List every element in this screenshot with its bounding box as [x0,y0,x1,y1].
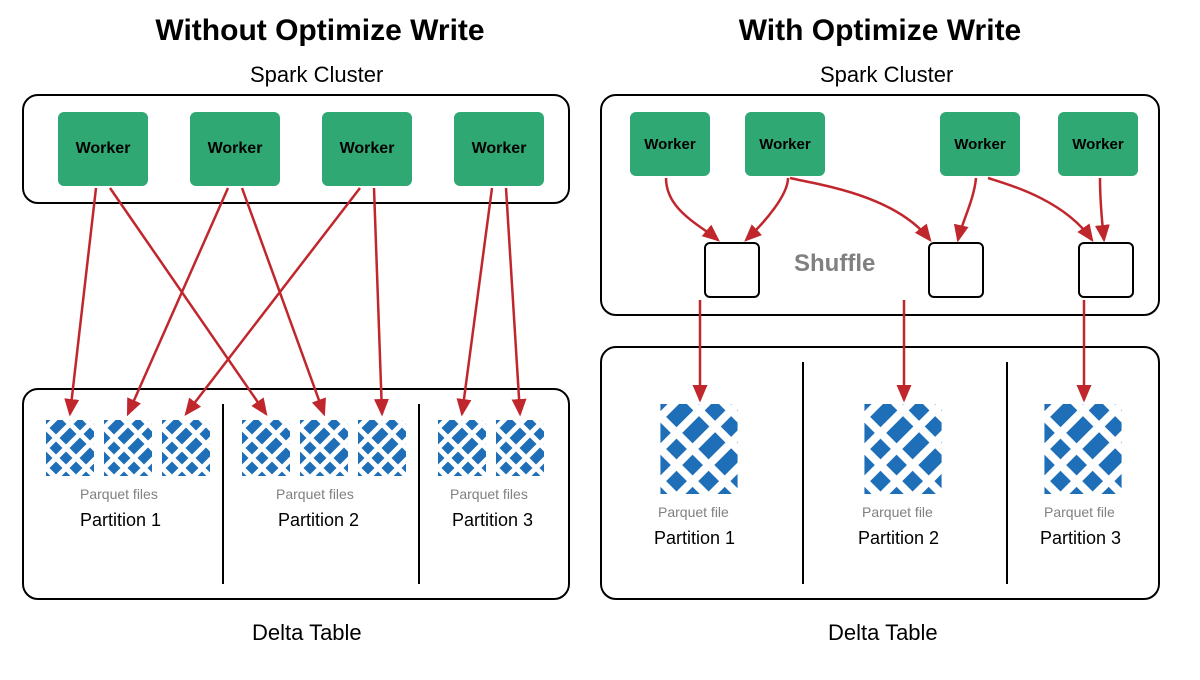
parquet-file-icon [162,420,210,476]
file-caption: Parquet file [862,504,933,520]
parquet-file-icon [660,404,738,494]
file-caption: Parquet file [1044,504,1115,520]
left-cluster-label: Spark Cluster [250,62,383,88]
partition-divider [222,404,224,584]
partition-divider [418,404,420,584]
partition-label: Partition 2 [858,528,939,549]
parquet-file-icon [358,420,406,476]
right-cluster-label: Spark Cluster [820,62,953,88]
worker-node: Worker [1058,112,1138,176]
partition-label: Partition 2 [278,510,359,531]
shuffle-label: Shuffle [794,250,875,278]
worker-node: Worker [745,112,825,176]
parquet-file-icon [242,420,290,476]
parquet-file-icon [438,420,486,476]
right-delta-label: Delta Table [828,620,938,646]
parquet-file-icon [300,420,348,476]
shuffle-box [704,242,760,298]
worker-node: Worker [454,112,544,186]
worker-node: Worker [322,112,412,186]
right-panel-title: With Optimize Write [670,14,1090,48]
partition-divider [1006,362,1008,584]
parquet-file-icon [46,420,94,476]
parquet-file-icon [496,420,544,476]
left-panel-title: Without Optimize Write [110,14,530,48]
shuffle-box [1078,242,1134,298]
parquet-file-icon [864,404,942,494]
file-caption: Parquet files [276,486,354,502]
file-caption: Parquet files [80,486,158,502]
worker-node: Worker [58,112,148,186]
partition-label: Partition 3 [1040,528,1121,549]
partition-label: Partition 1 [80,510,161,531]
shuffle-box [928,242,984,298]
worker-node: Worker [190,112,280,186]
parquet-file-icon [104,420,152,476]
left-delta-label: Delta Table [252,620,362,646]
file-caption: Parquet file [658,504,729,520]
partition-label: Partition 3 [452,510,533,531]
partition-label: Partition 1 [654,528,735,549]
file-caption: Parquet files [450,486,528,502]
worker-node: Worker [630,112,710,176]
partition-divider [802,362,804,584]
worker-node: Worker [940,112,1020,176]
parquet-file-icon [1044,404,1122,494]
